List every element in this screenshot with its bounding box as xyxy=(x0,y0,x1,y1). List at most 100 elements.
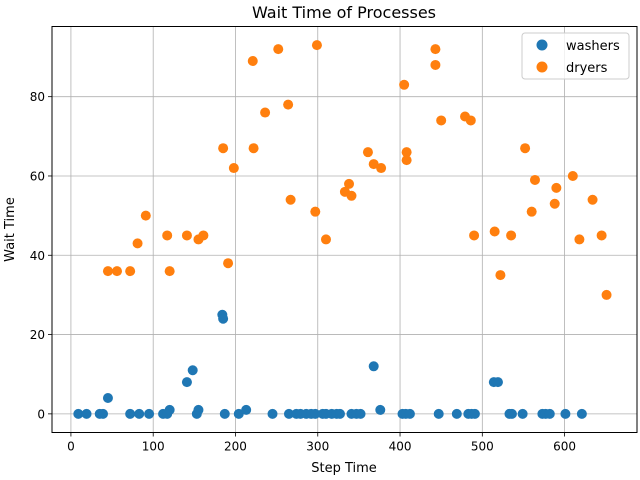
x-tick-label: 400 xyxy=(389,440,412,454)
grid-lines xyxy=(52,26,637,433)
dryers-point xyxy=(320,234,331,245)
plot-area xyxy=(52,26,637,433)
dryers-point xyxy=(273,44,284,55)
legend-label-dryers: dryers xyxy=(566,61,608,76)
dryers-point xyxy=(567,170,578,181)
plot-frame xyxy=(51,26,638,433)
dryers-point xyxy=(401,147,412,158)
dryers-point xyxy=(344,178,355,189)
washers-point xyxy=(517,408,528,419)
legend-label-washers: washers xyxy=(566,39,620,54)
washers-point xyxy=(492,377,503,388)
dryers-point xyxy=(430,59,441,70)
dryers-point xyxy=(285,194,296,205)
y-tick-label: 60 xyxy=(30,169,45,183)
washers-point xyxy=(164,404,175,415)
y-tick-label: 40 xyxy=(30,249,45,263)
dryers-point xyxy=(162,230,173,241)
chart-title: Wait Time of Processes xyxy=(252,3,436,22)
washers-point xyxy=(334,408,345,419)
washers-point xyxy=(375,404,386,415)
dryers-point xyxy=(140,210,151,221)
y-axis-ticks: 0 20 40 60 80 xyxy=(30,90,52,421)
dryers-point xyxy=(311,40,322,51)
washers-point xyxy=(451,408,462,419)
dryers-point xyxy=(469,230,480,241)
washers-point xyxy=(544,408,555,419)
washers-point xyxy=(187,365,198,376)
dryers-point xyxy=(248,143,259,154)
dryers-point xyxy=(430,44,441,55)
dryers-point xyxy=(520,143,531,154)
washers-point xyxy=(283,408,294,419)
dryers-point xyxy=(125,266,136,277)
x-tick-label: 600 xyxy=(553,440,576,454)
dryers-point xyxy=(436,115,447,126)
dryers-point xyxy=(223,258,234,269)
washers-point xyxy=(193,404,204,415)
washers-point xyxy=(355,408,366,419)
data-points xyxy=(73,40,612,419)
washers-point xyxy=(134,408,145,419)
dryers-point xyxy=(368,159,379,170)
washers-point xyxy=(102,393,113,404)
dryers-point xyxy=(198,230,209,241)
dryers-point xyxy=(574,234,585,245)
washers-point xyxy=(506,408,517,419)
dryers-point xyxy=(283,99,294,110)
y-axis-label: Wait Time xyxy=(3,197,18,262)
x-tick-label: 0 xyxy=(67,440,75,454)
dryers-point xyxy=(489,226,500,237)
y-tick-label: 80 xyxy=(30,90,45,104)
dryers-point xyxy=(587,194,598,205)
washers-point xyxy=(181,377,192,388)
dryers-point xyxy=(102,266,113,277)
dryers-point xyxy=(362,147,373,158)
dryers-point xyxy=(132,238,143,249)
x-tick-label: 500 xyxy=(471,440,494,454)
legend: washers dryers xyxy=(521,32,630,80)
washers-point xyxy=(576,408,587,419)
dryers-point xyxy=(376,163,387,174)
washers-point xyxy=(98,408,109,419)
dryers-point xyxy=(218,143,229,154)
washers-point xyxy=(368,361,379,372)
dryers-point xyxy=(181,230,192,241)
dryers-point xyxy=(529,174,540,185)
washers-point xyxy=(433,408,444,419)
dryers-point xyxy=(526,206,537,217)
x-axis-ticks: 0 100 200 300 400 500 600 xyxy=(67,432,576,454)
dryers-point xyxy=(164,266,175,277)
washers-point xyxy=(469,408,480,419)
dryers-point xyxy=(506,230,517,241)
dryers-point xyxy=(112,266,122,277)
washers-point xyxy=(233,408,244,419)
dryers-point xyxy=(401,155,412,166)
x-tick-label: 100 xyxy=(142,440,165,454)
washers-point xyxy=(81,408,92,419)
legend-marker-dryers xyxy=(536,61,548,73)
washers-point xyxy=(219,408,230,419)
washers-point xyxy=(267,408,278,419)
washers-point xyxy=(560,408,571,419)
washers-point xyxy=(310,408,321,419)
washers-point xyxy=(73,408,84,419)
y-tick-label: 0 xyxy=(37,407,45,421)
dryers-point xyxy=(601,289,612,300)
dryers-point xyxy=(228,163,239,174)
washers-point xyxy=(218,313,229,324)
dryers-point xyxy=(346,190,357,201)
washers-point xyxy=(404,408,415,419)
dryers-point xyxy=(465,115,476,126)
washers-point xyxy=(144,408,155,419)
washers-point xyxy=(241,404,252,415)
x-tick-label: 300 xyxy=(306,440,329,454)
washers-point xyxy=(125,408,136,419)
dryers-point xyxy=(495,270,506,281)
dryers-point xyxy=(310,206,321,217)
dryers-point xyxy=(596,230,607,241)
dryers-point xyxy=(551,182,562,193)
dryers-point xyxy=(260,107,271,118)
legend-marker-washers xyxy=(536,39,548,51)
